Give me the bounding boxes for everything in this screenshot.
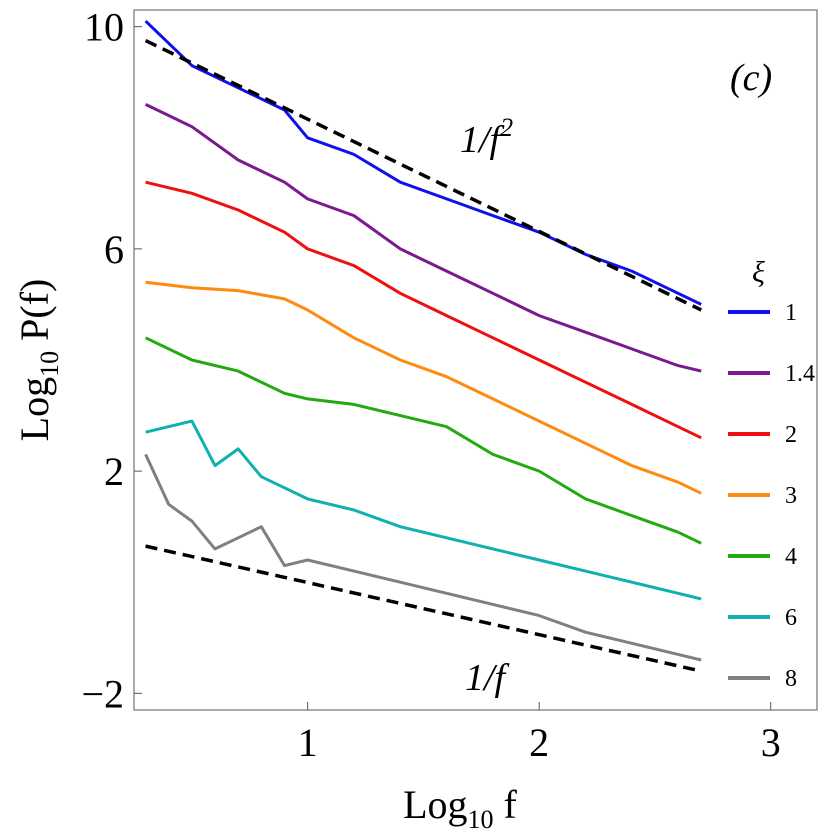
series-line-1.4 <box>144 103 702 373</box>
reference-lines: 1/f2 1/f <box>144 38 703 699</box>
reference-label-inverse-f: 1/f <box>465 657 510 699</box>
legend-title: ξ <box>752 256 765 289</box>
reference-label-inverse-f-squared: 1/f2 <box>460 113 513 161</box>
x-axis-title: Log10 f <box>403 782 517 834</box>
legend-label-6: 6 <box>785 605 797 631</box>
series-layer <box>144 20 702 662</box>
y-ticks: −2 2 6 10 <box>81 5 142 716</box>
legend-label-2: 2 <box>785 422 797 448</box>
x-tick-label: 3 <box>761 720 781 765</box>
x-tick-label: 1 <box>298 720 318 765</box>
series-line-2 <box>145 180 702 440</box>
x-ticks: 1 2 3 <box>298 702 781 765</box>
series-line-1 <box>144 20 702 306</box>
y-tick-label: 2 <box>104 449 124 494</box>
panel-label: (c) <box>730 57 772 99</box>
x-tick-label: 2 <box>529 720 549 765</box>
legend-label-4: 4 <box>785 544 797 570</box>
legend-label-1: 1 <box>785 300 797 326</box>
y-tick-label: 10 <box>84 5 124 50</box>
series-line-8 <box>144 453 702 662</box>
legend-label-1.4: 1.4 <box>785 361 815 387</box>
series-line-4 <box>144 336 702 545</box>
y-tick-label: −2 <box>81 671 124 716</box>
series-line-6 <box>145 419 702 601</box>
legend: ξ1 1.4 2 3 4 6 8 <box>728 256 815 692</box>
reference-line-1 <box>145 544 702 673</box>
legend-label-3: 3 <box>785 483 797 509</box>
y-axis-title: Log10 P(f) <box>12 279 64 442</box>
series-line-3 <box>145 280 702 495</box>
reference-line-0 <box>144 38 703 312</box>
y-tick-label: 6 <box>104 227 124 272</box>
plot-frame <box>133 9 818 711</box>
legend-label-8: 8 <box>785 666 797 692</box>
